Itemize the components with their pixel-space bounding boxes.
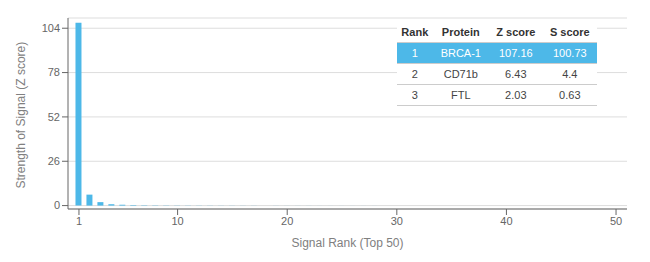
svg-text:Signal Rank (Top 50): Signal Rank (Top 50): [291, 236, 403, 250]
svg-text:104: 104: [42, 22, 60, 34]
html-text:2.03: 2.03: [505, 89, 527, 101]
html-text:107.16: 107.16: [499, 47, 533, 59]
html-text:3: 3: [411, 89, 418, 101]
html-text:1: 1: [411, 47, 418, 59]
html-text:100.73: 100.73: [553, 47, 587, 59]
html-text:4.4: 4.4: [562, 68, 578, 80]
html-text:CD71b: CD71b: [443, 68, 478, 80]
svg-text:40: 40: [500, 215, 512, 227]
svg-text:20: 20: [281, 215, 293, 227]
html-text:BRCA-1: BRCA-1: [440, 47, 481, 59]
html-text:Rank: Rank: [401, 26, 429, 38]
html-text:FTL: FTL: [451, 89, 471, 101]
svg-text:30: 30: [391, 215, 403, 227]
html-text:S score: S score: [549, 26, 590, 38]
html-text:2: 2: [411, 68, 418, 80]
svg-text:26: 26: [48, 155, 60, 167]
html-text:Z score: Z score: [496, 26, 536, 38]
svg-text:50: 50: [610, 215, 622, 227]
svg-text:78: 78: [48, 66, 60, 78]
svg-text:10: 10: [171, 215, 183, 227]
svg-text:0: 0: [54, 199, 60, 211]
svg-text:Strength of Signal (Z score): Strength of Signal (Z score): [14, 42, 28, 189]
html-text:0.63: 0.63: [559, 89, 581, 101]
svg-text:1: 1: [76, 215, 82, 227]
html-text:6.43: 6.43: [505, 68, 527, 80]
html-text:Protein: Protein: [441, 26, 480, 38]
svg-text:52: 52: [48, 111, 60, 123]
